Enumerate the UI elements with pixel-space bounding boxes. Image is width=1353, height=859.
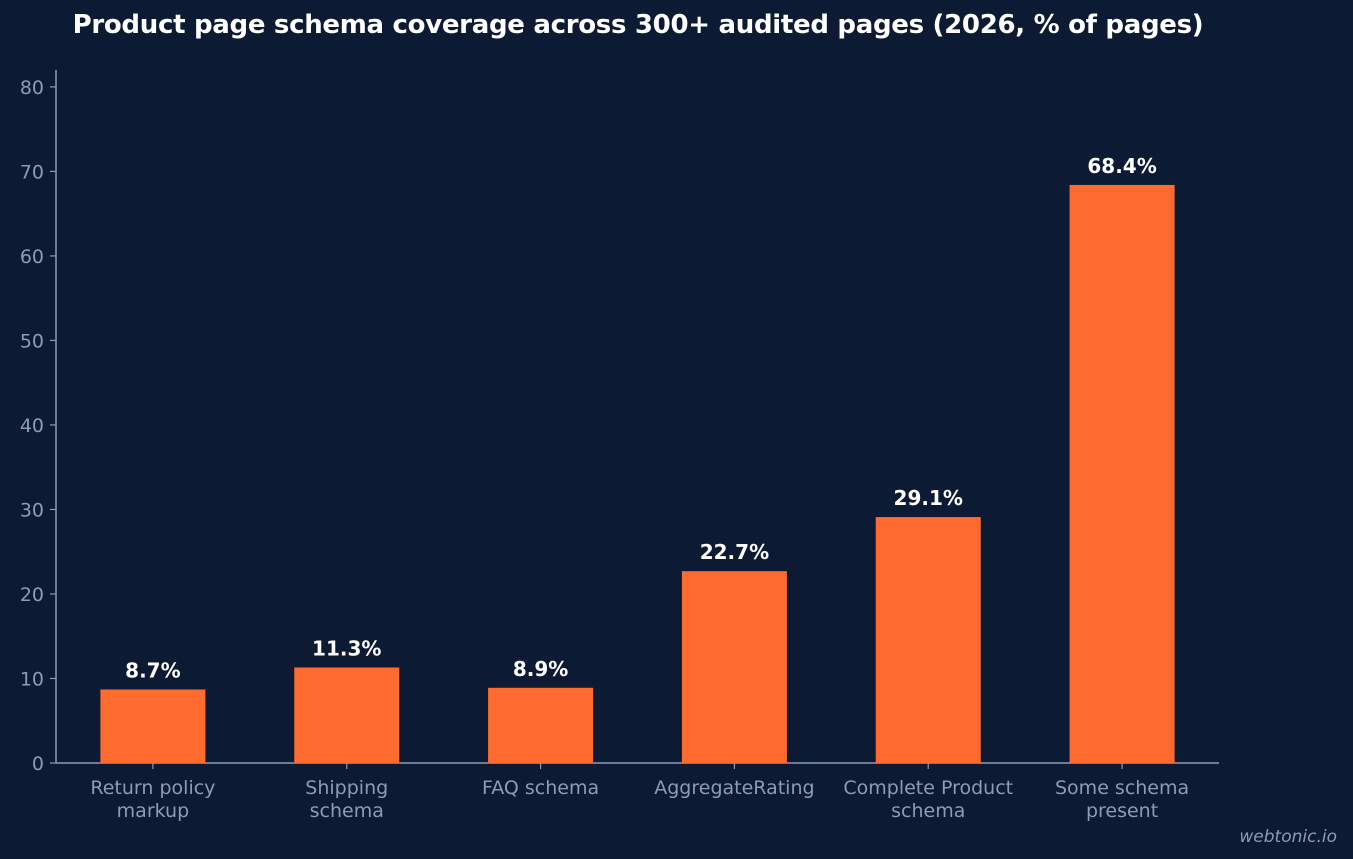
bar [681, 571, 787, 763]
bar [875, 517, 981, 763]
category-label-line: schema [310, 800, 384, 822]
category-label: Some schema present [1055, 777, 1189, 822]
category-label-line: FAQ schema [482, 777, 599, 799]
data-label: 22.7% [700, 540, 769, 564]
y-tick-label: 70 [20, 161, 44, 183]
category-label-line: schema [891, 800, 965, 822]
category-label: Return policy markup [90, 777, 215, 822]
y-tick-label: 0 [32, 753, 44, 775]
y-tick-label: 80 [20, 77, 44, 99]
category-label: Shipping schema [305, 777, 388, 822]
category-label-line: Shipping [305, 777, 388, 799]
category-label: FAQ schema [482, 777, 599, 799]
category-label-line: present [1086, 800, 1158, 822]
category-label-line: Return policy [90, 777, 215, 799]
category-label: Complete Product schema [843, 777, 1013, 822]
category-label: AggregateRating [654, 777, 814, 799]
bar [294, 667, 400, 763]
bar [1069, 184, 1175, 763]
y-tick-label: 10 [20, 668, 44, 690]
data-label: 8.7% [125, 658, 180, 682]
category-label-line: Some schema [1055, 777, 1189, 799]
y-tick-label: 40 [20, 415, 44, 437]
y-tick-label: 20 [20, 584, 44, 606]
chart-title: Product page schema coverage across 300+… [72, 10, 1204, 40]
y-axis-ticks: 0 10 20 30 40 50 60 70 80 [20, 77, 56, 775]
y-tick-label: 60 [20, 246, 44, 268]
data-label: 68.4% [1087, 154, 1156, 178]
axes [55, 70, 1219, 764]
bar [488, 687, 594, 763]
category-label-line: AggregateRating [654, 777, 814, 799]
watermark: webtonic.io [1239, 827, 1337, 847]
category-label-line: markup [117, 800, 189, 822]
bars [100, 184, 1175, 763]
data-label: 8.9% [513, 657, 568, 681]
y-tick-label: 50 [20, 330, 44, 352]
data-label: 11.3% [312, 637, 381, 661]
data-label: 29.1% [894, 486, 963, 510]
bar [100, 689, 206, 763]
data-labels: 8.7% 11.3% 8.9% 22.7% 29.1% 68.4% [125, 154, 1157, 683]
category-label-line: Complete Product [843, 777, 1013, 799]
y-tick-label: 30 [20, 499, 44, 521]
